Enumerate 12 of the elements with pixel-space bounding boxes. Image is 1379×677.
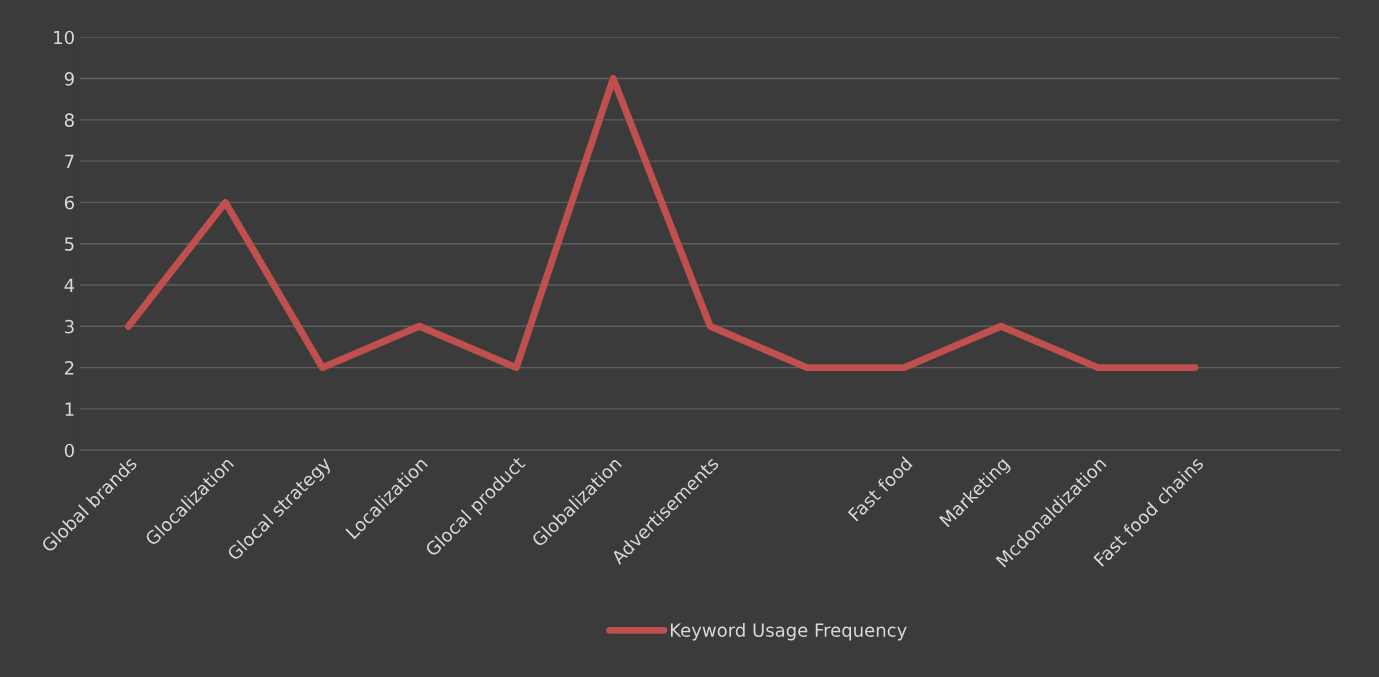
y-tick-label: 8 (64, 113, 74, 127)
legend-label: Keyword Usage Frequency (670, 622, 907, 641)
y-tick-label: 0 (64, 443, 74, 458)
y-tick-label: 5 (65, 237, 74, 251)
y-tick-label: 6 (64, 195, 74, 210)
y-tick-label: 9 (64, 71, 74, 86)
y-tick-label: 4 (64, 278, 75, 292)
y-tick-label: 7 (65, 154, 74, 168)
y-tick-label: 10 (54, 30, 74, 45)
y-tick-label: 2 (64, 361, 74, 375)
y-tick-label: 1 (65, 402, 74, 416)
y-tick-label: 3 (65, 319, 74, 334)
